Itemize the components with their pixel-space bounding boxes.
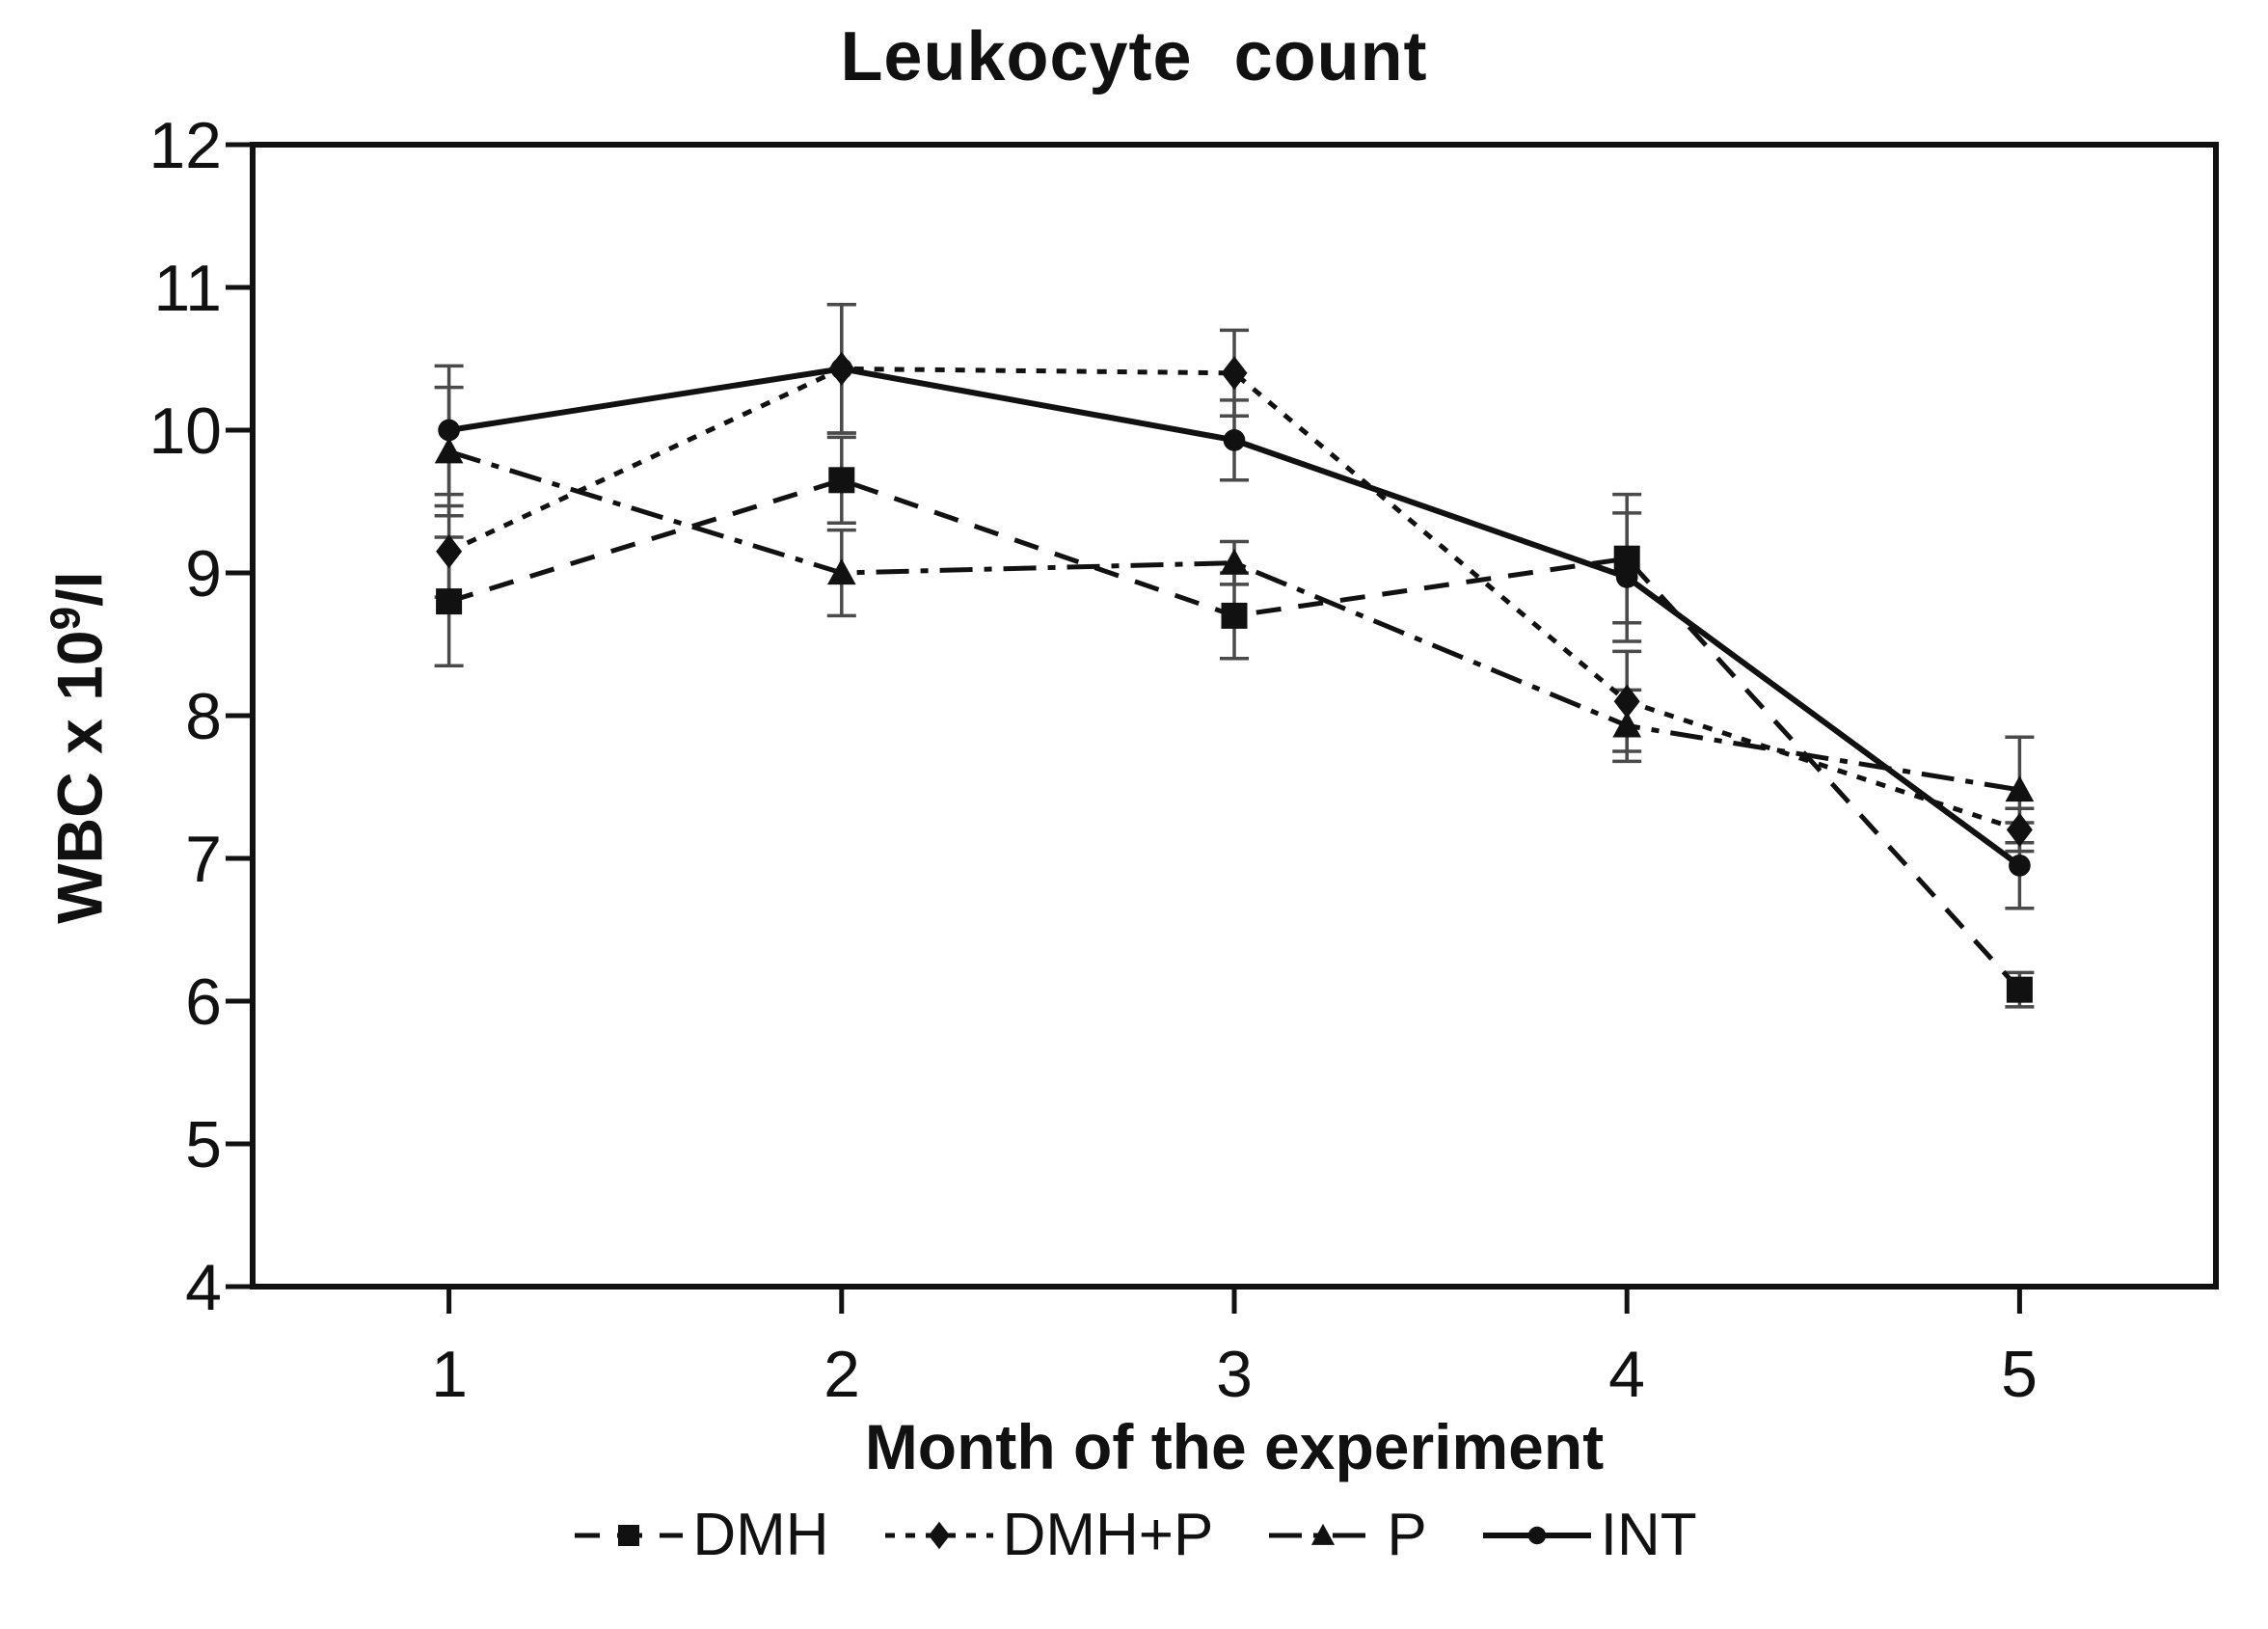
y-tick-label-5: 5: [185, 1108, 222, 1181]
chart-title: Leukocyte count: [840, 18, 1428, 95]
x-tick-label-2: 2: [824, 1338, 860, 1411]
legend-label-dmh-p: DMH+P: [1002, 1502, 1214, 1568]
x-tick-labels: 1 2 3 4 5: [431, 1338, 2038, 1411]
x-tick-label-4: 4: [1608, 1338, 1645, 1411]
y-tick-label-8: 8: [185, 680, 222, 753]
legend-swatch-p-icon: [1269, 1523, 1378, 1545]
y-tick-label-4: 4: [185, 1251, 222, 1324]
legend-label-int: INT: [1600, 1502, 1697, 1568]
x-tick-label-1: 1: [431, 1338, 468, 1411]
y-tick-label-12: 12: [148, 109, 222, 182]
y-tick-label-7: 7: [185, 823, 222, 896]
legend: DMH DMH+P P INT: [0, 1501, 2268, 1569]
y-tick-labels: 12 11 10 9 8 7 6 5 4: [148, 109, 222, 1324]
y-tick-label-9: 9: [185, 537, 222, 611]
legend-item-p: P: [1265, 1501, 1427, 1569]
legend-swatch-int-icon: [1482, 1526, 1591, 1544]
y-tick-label-6: 6: [185, 965, 222, 1039]
legend-swatch-dmh-p-icon: [884, 1521, 993, 1549]
y-tick-label-11: 11: [153, 252, 222, 325]
x-axis-title: Month of the experiment: [864, 1411, 1605, 1482]
x-tick-label-3: 3: [1216, 1338, 1253, 1411]
axes-frame: [226, 142, 2219, 1314]
plot-series: [434, 303, 2035, 1009]
legend-swatch-dmh-icon: [575, 1524, 684, 1546]
legend-item-dmh: DMH: [571, 1501, 829, 1569]
legend-item-dmh-p: DMH+P: [881, 1501, 1214, 1569]
legend-label-dmh: DMH: [692, 1502, 829, 1568]
y-tick-label-10: 10: [148, 394, 222, 468]
legend-label-p: P: [1387, 1502, 1427, 1568]
legend-item-int: INT: [1479, 1501, 1697, 1569]
x-tick-label-5: 5: [2001, 1338, 2038, 1411]
